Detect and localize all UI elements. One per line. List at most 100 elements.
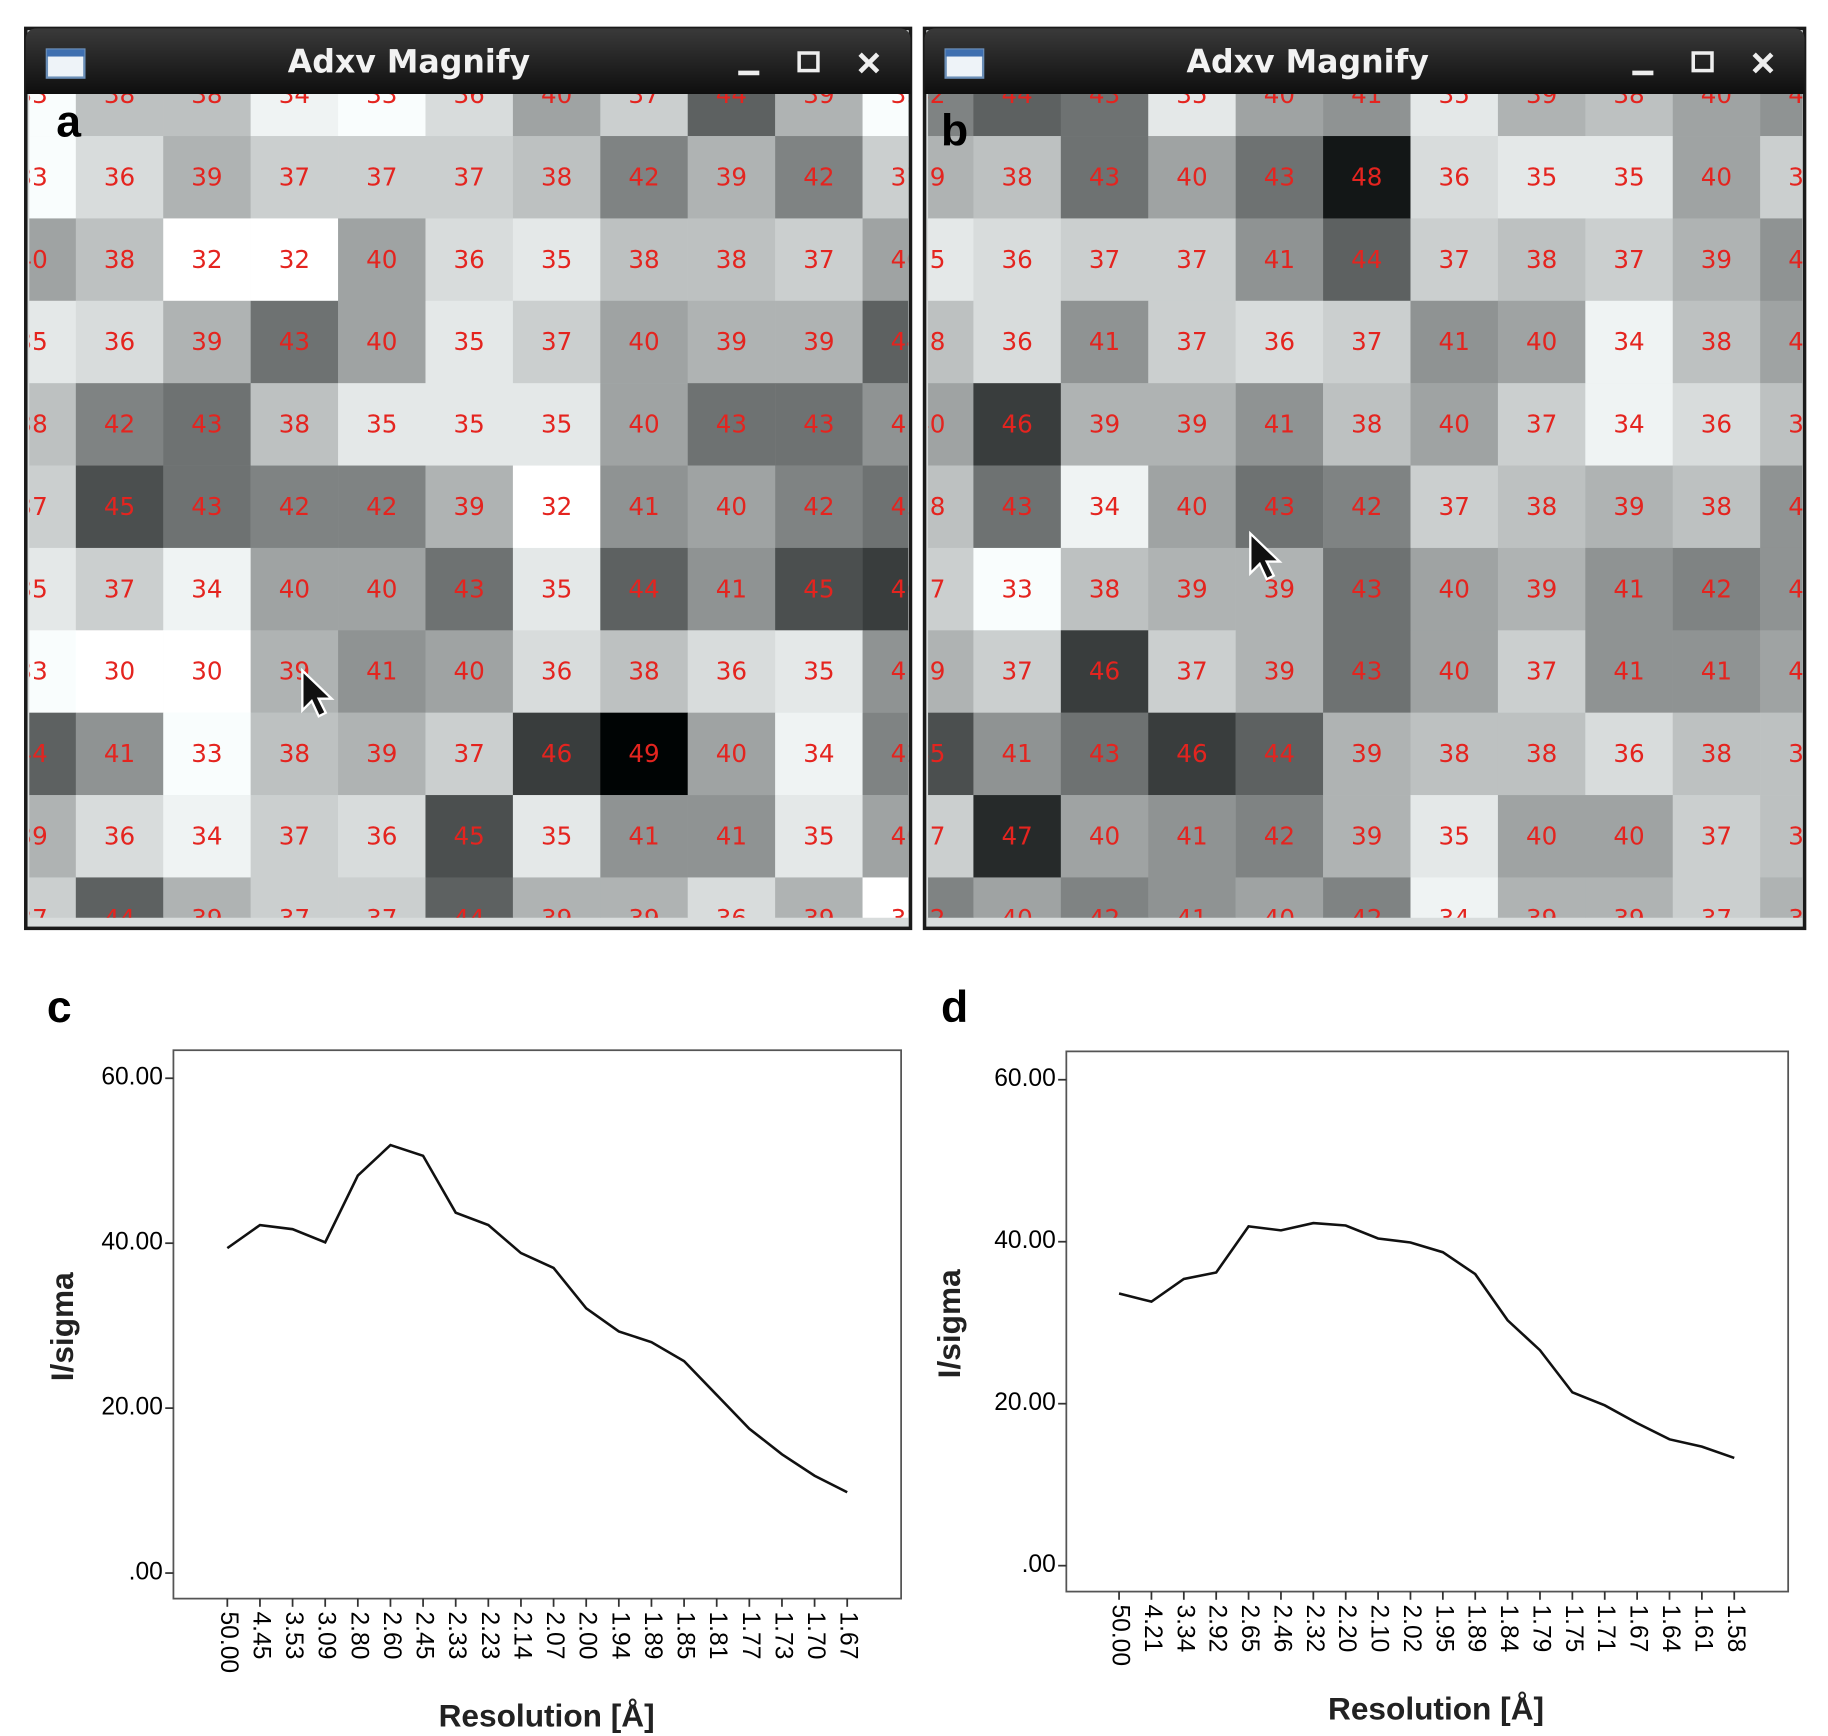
pixel-cell [75, 94, 164, 137]
pixel-cell [338, 465, 426, 549]
pixel-value: 35 [914, 245, 945, 274]
pixel-value: 44 [716, 80, 747, 109]
pixel-value: 38 [191, 80, 222, 109]
pixel-value: 37 [1701, 904, 1732, 933]
pixel-cell [1760, 630, 1803, 713]
x-tick-label: 1.70 [802, 1612, 829, 1660]
pixel-cell [687, 547, 776, 631]
pixel-cell [1672, 795, 1761, 878]
pixel-value: 37 [1001, 657, 1032, 686]
pixel-cell [29, 877, 77, 918]
pixel-cell [1585, 712, 1673, 796]
x-tick-label: 2.14 [508, 1612, 535, 1660]
y-tick-label: .00 [1022, 1551, 1056, 1578]
x-tick-label: 2.80 [345, 1612, 372, 1660]
pixel-cell [862, 795, 909, 878]
pixel-value: 37 [914, 821, 945, 850]
pixel-cell [973, 712, 1062, 796]
pixel-cell [1585, 218, 1673, 302]
pixel-value: 42 [104, 410, 135, 439]
pixel-value: 40 [716, 492, 747, 521]
pixel-value: 45 [104, 492, 135, 521]
pixel-value: 40 [1089, 821, 1120, 850]
pixel-value: 41 [891, 410, 922, 439]
pixel-cell [75, 630, 164, 713]
pixel-cell [1497, 383, 1586, 466]
pixel-cell [1672, 465, 1761, 549]
pixel-value: 37 [1526, 410, 1557, 439]
pixel-cell [775, 795, 863, 878]
pixel-value: 47 [1001, 821, 1032, 850]
x-tick-label: 1.95 [1430, 1604, 1457, 1652]
pixel-value: 36 [1439, 162, 1470, 191]
pixel-value: 42 [803, 162, 834, 191]
pixel-value: 46 [891, 574, 922, 603]
pixel-cell [1235, 795, 1324, 878]
pixel-value: 39 [716, 162, 747, 191]
pixel-value: 40 [1788, 327, 1819, 356]
pixel-value: 44 [1264, 739, 1295, 768]
pixel-cell [163, 465, 251, 549]
pixel-value: 35 [541, 574, 572, 603]
pixel-value: 37 [1526, 657, 1557, 686]
pixel-cell [1497, 94, 1586, 137]
pixel-cell [973, 795, 1062, 878]
pixel-cell [425, 218, 514, 302]
pixel-value: 40 [1526, 327, 1557, 356]
close-button [858, 52, 880, 74]
pixel-value: 38 [1701, 739, 1732, 768]
pixel-cell [973, 94, 1062, 137]
pixel-cell [1235, 383, 1324, 466]
pixel-cell [1585, 795, 1673, 878]
pixel-value: 44 [16, 739, 47, 768]
pixel-cell [1410, 877, 1499, 918]
pixel-value: 43 [1089, 739, 1120, 768]
pixel-value: 36 [1001, 245, 1032, 274]
pixel-value: 38 [279, 410, 310, 439]
pixel-value: 40 [891, 821, 922, 850]
pixel-cell [1060, 218, 1149, 302]
pixel-value: 36 [716, 657, 747, 686]
pixel-cell [250, 795, 339, 878]
x-tick-label: 2.02 [1398, 1604, 1425, 1652]
pixel-cell [512, 136, 601, 219]
pixel-cell [600, 94, 688, 137]
pixel-cell [1672, 218, 1761, 302]
pixel-value: 41 [104, 739, 135, 768]
pixel-cell [775, 218, 863, 302]
pixel-cell [1585, 877, 1673, 918]
pixel-cell [1760, 300, 1803, 384]
x-tick-label: 2.60 [378, 1612, 405, 1660]
x-tick-label: 1.85 [672, 1612, 699, 1660]
pixel-cell [928, 465, 974, 549]
pixel-value: 39 [716, 327, 747, 356]
pixel-value: 42 [914, 80, 945, 109]
pixel-cell [600, 383, 688, 466]
pixel-value: 33 [16, 657, 47, 686]
pixel-cell [1148, 630, 1236, 713]
window-icon-bar [945, 49, 984, 57]
pixel-value: 38 [104, 245, 135, 274]
pixel-cell [600, 136, 688, 219]
pixel-value: 39 [1613, 492, 1644, 521]
pixel-cell [973, 300, 1062, 384]
pixel-value: 43 [803, 410, 834, 439]
pixel-cell [687, 795, 776, 878]
pixel-cell [1148, 877, 1236, 918]
pixel-cell [29, 136, 77, 219]
y-tick-label: 20.00 [994, 1389, 1056, 1416]
pixel-cell [973, 630, 1062, 713]
pixel-value: 39 [1526, 904, 1557, 933]
pixel-value: 38 [1788, 739, 1819, 768]
pixel-cell [862, 630, 909, 713]
pixel-value: 42 [1351, 904, 1382, 933]
pixel-value: 40 [891, 245, 922, 274]
pixel-cell [1410, 94, 1499, 137]
pixel-cell [1060, 877, 1149, 918]
pixel-cell [1497, 300, 1586, 384]
pixel-cell [29, 383, 77, 466]
pixel-cell [1060, 136, 1149, 219]
pixel-value: 35 [541, 410, 572, 439]
pixel-cell [1060, 465, 1149, 549]
pixel-value: 34 [803, 739, 834, 768]
